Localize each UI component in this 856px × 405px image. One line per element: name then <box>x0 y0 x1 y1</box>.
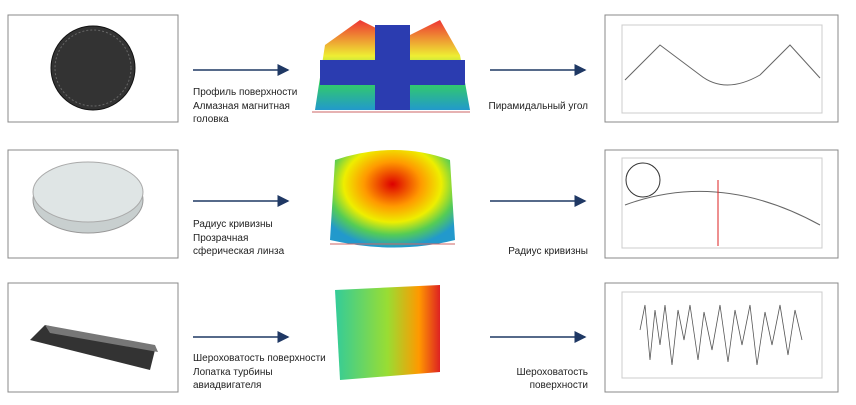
result-label: Радиус кривизны <box>508 246 588 257</box>
blade-edge <box>45 325 158 352</box>
pyramid-map <box>312 20 470 113</box>
frames <box>7 14 839 393</box>
blade <box>30 325 155 370</box>
measure-label: Профиль поверхности <box>193 87 298 98</box>
disk <box>50 25 136 111</box>
lens-map <box>330 150 455 248</box>
roughness-map <box>335 285 440 380</box>
measure-label: Радиус кривизны <box>193 219 273 230</box>
arrows <box>193 64 587 343</box>
result-label: Шероховатость поверхности <box>516 367 588 391</box>
sample-label: Лопатка турбины авиадвигателя <box>193 367 273 391</box>
sample-label: Алмазная магнитная головка <box>193 101 290 125</box>
measure-label: Шероховатость поверхности <box>193 353 326 364</box>
result-label: Пирамидальный угол <box>488 101 588 112</box>
sample-label: Прозрачная сферическая линза <box>193 233 285 257</box>
disk-pattern <box>54 29 132 107</box>
lens-top <box>32 161 144 223</box>
result-charts <box>621 24 823 379</box>
